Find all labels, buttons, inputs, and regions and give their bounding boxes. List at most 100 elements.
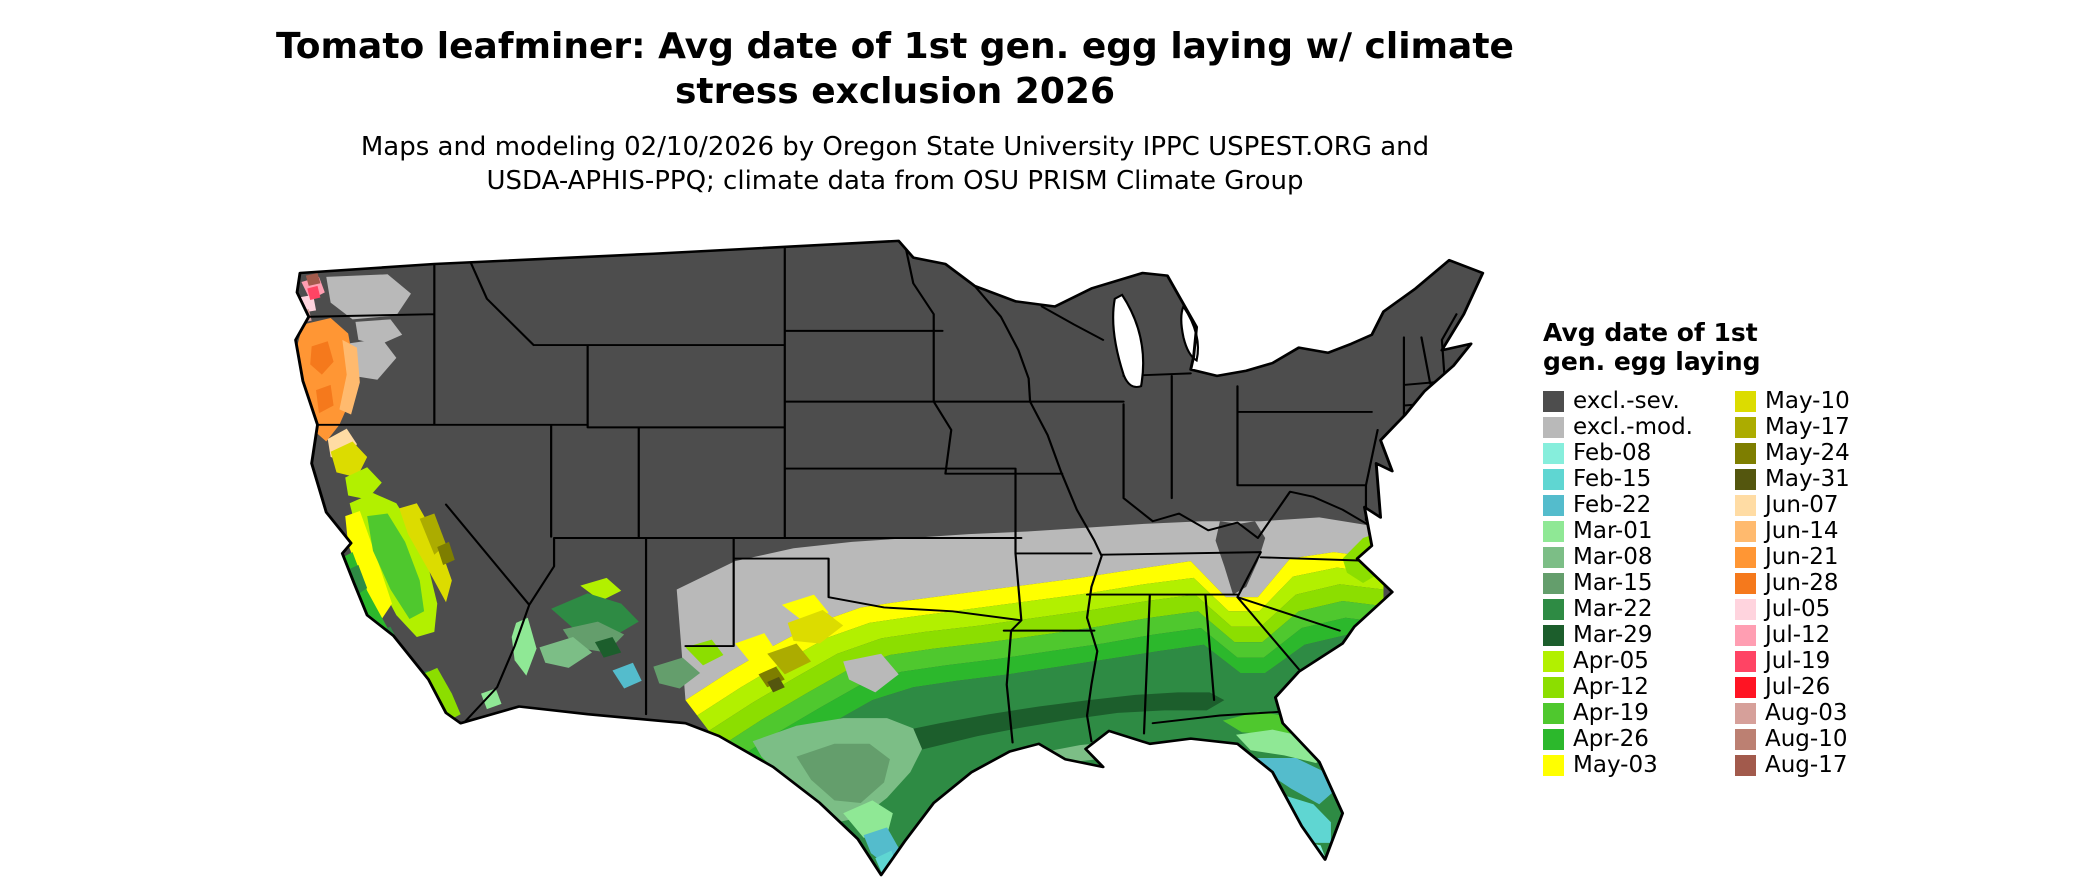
legend-entry: Jun-07 bbox=[1735, 492, 1866, 518]
legend-label: Apr-19 bbox=[1573, 700, 1649, 726]
legend-label: Mar-01 bbox=[1573, 518, 1653, 544]
legend-swatch bbox=[1735, 442, 1756, 464]
legend-swatch bbox=[1543, 546, 1564, 568]
legend-entry: Jul-26 bbox=[1735, 674, 1866, 700]
legend-label: May-24 bbox=[1765, 440, 1850, 466]
legend-swatch bbox=[1543, 754, 1564, 776]
legend-swatch bbox=[1543, 520, 1564, 542]
legend-label: Apr-12 bbox=[1573, 674, 1649, 700]
legend-label: Aug-10 bbox=[1765, 726, 1848, 752]
legend-label: Jul-26 bbox=[1765, 674, 1831, 700]
legend-column-1: excl.-sev. excl.-mod. Feb-08 Feb-15 Feb-22 Ma… bbox=[1543, 388, 1693, 778]
region-ca-valley-apr19 bbox=[367, 513, 425, 620]
state-borders bbox=[307, 241, 1464, 744]
us-choropleth-map bbox=[294, 239, 1485, 877]
legend-title-line2: gen. egg laying bbox=[1543, 347, 1761, 376]
legend-entry: Apr-05 bbox=[1543, 648, 1693, 674]
legend-swatch bbox=[1543, 468, 1564, 490]
legend-entry: Jun-28 bbox=[1735, 570, 1866, 596]
legend-entry: Aug-03 bbox=[1735, 700, 1866, 726]
legend-entry: Apr-19 bbox=[1543, 700, 1693, 726]
legend-label: Jun-07 bbox=[1765, 492, 1839, 518]
legend-entry: Jul-12 bbox=[1735, 622, 1866, 648]
lake-michigan bbox=[1112, 293, 1145, 388]
region-az-apr05 bbox=[580, 577, 622, 602]
legend-swatch bbox=[1735, 754, 1756, 776]
region-west-texas-may10 bbox=[787, 610, 844, 644]
legend-entry: Apr-12 bbox=[1543, 674, 1693, 700]
map-subtitle: Maps and modeling 02/10/2026 by Oregon S… bbox=[95, 130, 1695, 198]
region-apr26-band bbox=[732, 617, 1390, 778]
legend-swatch bbox=[1543, 572, 1564, 594]
region-puget-aug17 bbox=[305, 273, 321, 286]
legend-entry: May-31 bbox=[1735, 466, 1866, 492]
region-appalachian-excl-sev-tongue bbox=[1215, 521, 1266, 595]
region-west-texas-may03-b bbox=[735, 633, 777, 662]
subtitle-line2: USDA-APHIS-PPQ; climate data from OSU PR… bbox=[486, 166, 1304, 196]
legend-entry: Jul-05 bbox=[1735, 596, 1866, 622]
region-south-texas-mar01 bbox=[843, 800, 893, 838]
region-oregon-coast-jun28-b bbox=[316, 384, 334, 414]
legend-entry: excl.-sev. bbox=[1543, 388, 1693, 414]
legend-entry: Mar-29 bbox=[1543, 622, 1693, 648]
legend-entry: Jun-14 bbox=[1735, 518, 1866, 544]
us-outline bbox=[294, 239, 1485, 877]
region-excl-mod-eastern-wa bbox=[326, 274, 411, 320]
region-norcal-may10 bbox=[330, 441, 368, 478]
region-south-texas-mar15 bbox=[796, 743, 890, 803]
legend-entry: Feb-22 bbox=[1543, 492, 1693, 518]
region-florida-feb22 bbox=[1256, 757, 1334, 805]
legend-label: May-31 bbox=[1765, 466, 1850, 492]
legend-entry: Mar-22 bbox=[1543, 596, 1693, 622]
legend-column-2: May-10 May-17 May-24 May-31 Jun-07 Jun-14 Jun-… bbox=[1735, 388, 1866, 778]
region-ca-coast-mar22-a bbox=[346, 565, 368, 596]
region-west-texas-may17 bbox=[767, 643, 812, 675]
legend-label: Aug-17 bbox=[1765, 752, 1848, 778]
legend-swatch bbox=[1543, 650, 1564, 672]
region-florida-feb15 bbox=[1279, 793, 1331, 843]
map-header: Tomato leafminer: Avg date of 1st gen. e… bbox=[95, 24, 1695, 198]
region-apr12-band bbox=[708, 584, 1384, 747]
legend-entry: excl.-mod. bbox=[1543, 414, 1693, 440]
legend-label: Jul-05 bbox=[1765, 596, 1831, 622]
region-wa-coast-jul19 bbox=[307, 285, 321, 301]
region-oregon-coast-jun14 bbox=[339, 339, 360, 415]
legend-entry: Aug-17 bbox=[1735, 752, 1866, 778]
legend-entry: Feb-08 bbox=[1543, 440, 1693, 466]
legend-label: Apr-26 bbox=[1573, 726, 1649, 752]
region-az-mar22 bbox=[551, 593, 639, 638]
legend-label: Jun-14 bbox=[1765, 518, 1839, 544]
legend-swatch bbox=[1735, 468, 1756, 490]
region-az-phoenix-mar08 bbox=[539, 637, 593, 668]
legend-swatch bbox=[1735, 520, 1756, 542]
legend-swatch bbox=[1543, 702, 1564, 724]
region-excl-mod-southern-band bbox=[676, 517, 1384, 701]
region-oregon-coast-jun28-a bbox=[310, 341, 334, 375]
legend-label: Jun-21 bbox=[1765, 544, 1839, 570]
region-norcal-apr05 bbox=[345, 467, 382, 500]
legend-swatch bbox=[1543, 624, 1564, 646]
region-colorado-river-mar01 bbox=[511, 617, 537, 676]
legend-swatch bbox=[1735, 650, 1756, 672]
legend-entry: Feb-15 bbox=[1543, 466, 1693, 492]
legend-label: excl.-mod. bbox=[1573, 414, 1693, 440]
page-title-line1: Tomato leafminer: Avg date of 1st gen. e… bbox=[276, 26, 1514, 67]
legend-swatch bbox=[1543, 676, 1564, 698]
region-ca-foothills-may10 bbox=[399, 503, 452, 603]
legend-swatch bbox=[1735, 416, 1756, 438]
legend-entry: Mar-15 bbox=[1543, 570, 1693, 596]
legend-swatch bbox=[1735, 702, 1756, 724]
legend-entry: Jun-21 bbox=[1735, 544, 1866, 570]
legend-label: May-17 bbox=[1765, 414, 1850, 440]
region-ca-valley-may03 bbox=[345, 510, 392, 620]
legend-label: excl.-sev. bbox=[1573, 388, 1680, 414]
legend-swatch bbox=[1543, 416, 1564, 438]
legend-swatch bbox=[1735, 598, 1756, 620]
legend-entry: Apr-26 bbox=[1543, 726, 1693, 752]
legend-entry: Jul-19 bbox=[1735, 648, 1866, 674]
region-davis-mtns-may31 bbox=[767, 676, 785, 693]
region-mar29-gulf-band bbox=[846, 692, 1225, 760]
legend-label: Mar-08 bbox=[1573, 544, 1653, 570]
region-imperial-mar01 bbox=[481, 688, 502, 710]
